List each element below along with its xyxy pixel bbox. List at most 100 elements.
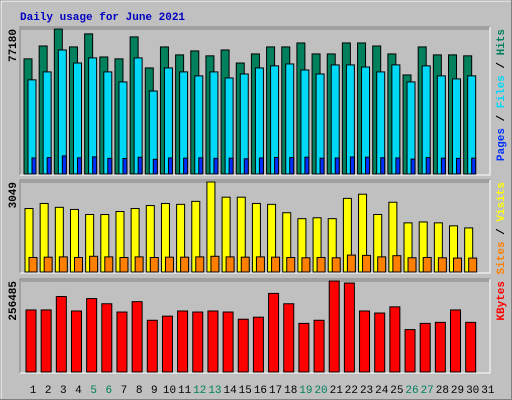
bar: [331, 257, 341, 273]
legend-separator: /: [496, 222, 508, 242]
bar: [31, 157, 37, 175]
bar: [468, 257, 478, 273]
y-tick-label: 256485: [8, 281, 20, 321]
bar: [116, 311, 128, 373]
bar: [404, 329, 416, 373]
bar: [389, 306, 401, 373]
x-tick-label: 14: [223, 385, 237, 397]
panel-shadow: [19, 179, 490, 273]
bar: [119, 256, 129, 273]
bar: [274, 156, 280, 175]
x-tick-label: 7: [121, 385, 128, 397]
bar: [471, 157, 477, 175]
x-tick-label: 15: [239, 385, 252, 397]
bar: [434, 321, 446, 373]
bar: [377, 256, 387, 273]
x-tick-label: 16: [254, 385, 267, 397]
bar: [195, 256, 205, 273]
bar: [392, 255, 402, 273]
x-tick-label: 17: [269, 385, 282, 397]
bar: [346, 254, 356, 273]
x-tick-label: 28: [436, 385, 449, 397]
bar: [180, 256, 190, 273]
x-tick-label: 23: [360, 385, 373, 397]
x-tick-label: 4: [75, 385, 82, 397]
bar: [365, 156, 371, 175]
x-tick-label: 2: [45, 385, 52, 397]
bar: [73, 256, 83, 273]
bar: [167, 157, 173, 175]
x-tick-label: 22: [345, 385, 358, 397]
bar: [407, 257, 417, 273]
x-tick-label: 20: [314, 385, 327, 397]
panel-shadow: [19, 26, 490, 175]
x-tick-label: 5: [90, 385, 97, 397]
panel-light: [20, 180, 491, 274]
chart-title: Daily usage for June 2021: [20, 12, 185, 24]
panel-light: [20, 279, 491, 374]
bar: [268, 292, 280, 373]
bar: [425, 157, 431, 175]
bar: [213, 157, 219, 175]
bar: [89, 255, 99, 273]
bar: [240, 256, 250, 273]
bar: [107, 157, 113, 175]
legend-entry: Files: [496, 75, 508, 108]
y-tick-label: 77180: [8, 29, 20, 62]
bar: [146, 319, 158, 373]
x-tick-label: 26: [405, 385, 418, 397]
bar: [149, 256, 159, 273]
legend: Pages / Files / Hits: [496, 29, 508, 161]
x-tick-label: 9: [151, 385, 158, 397]
bar: [410, 158, 416, 175]
bar: [437, 257, 447, 273]
bar: [122, 158, 128, 175]
bar: [362, 254, 372, 273]
x-tick-label: 13: [208, 385, 221, 397]
bar: [289, 157, 295, 175]
bar: [46, 157, 52, 175]
legend-entry: Visits: [496, 182, 508, 222]
legend: Sites / Visits: [496, 182, 508, 274]
x-tick-label: 8: [136, 385, 143, 397]
bar: [237, 318, 249, 373]
legend-separator: /: [496, 55, 508, 75]
bar: [225, 256, 235, 273]
bar: [395, 157, 401, 175]
bar: [374, 312, 386, 373]
bar: [255, 256, 265, 273]
bar: [222, 311, 234, 373]
bar: [40, 309, 52, 373]
bar: [316, 256, 326, 273]
bar: [133, 57, 143, 175]
bar: [440, 157, 446, 175]
bar: [313, 319, 325, 373]
bar: [328, 280, 340, 373]
bar: [301, 257, 311, 273]
bar: [304, 156, 310, 175]
x-tick-label: 19: [299, 385, 312, 397]
x-tick-label: 29: [451, 385, 464, 397]
bar: [55, 295, 67, 373]
x-tick-label: 30: [466, 385, 479, 397]
legend-entry: Pages: [496, 128, 508, 161]
bar: [283, 303, 295, 373]
x-tick-label: 10: [163, 385, 176, 397]
bar: [456, 157, 462, 175]
y-tick-label: 3049: [8, 182, 20, 208]
bar: [183, 157, 189, 175]
bar: [164, 256, 174, 273]
x-tick-label: 3: [60, 385, 67, 397]
bar: [61, 155, 67, 175]
bar: [131, 301, 143, 373]
x-tick-label: 27: [421, 385, 434, 397]
bar: [198, 157, 204, 175]
bar: [192, 311, 204, 373]
bar: [86, 298, 98, 373]
bar: [419, 322, 431, 373]
bar: [252, 316, 264, 373]
bar: [343, 282, 355, 373]
bar: [70, 310, 82, 373]
bar: [258, 157, 264, 175]
bar: [57, 49, 67, 175]
